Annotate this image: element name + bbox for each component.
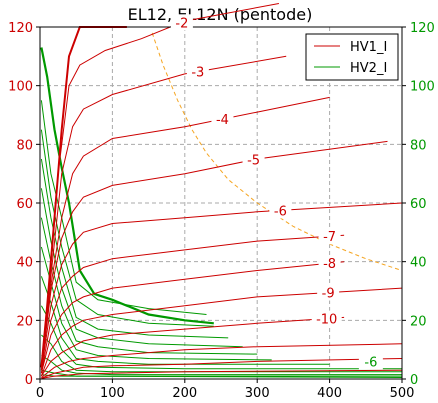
- y-right-tick-label-6: 120: [410, 21, 435, 36]
- hv2-curve-9: [41, 355, 402, 376]
- curve-label-hv1-8: -9: [322, 287, 335, 302]
- hv1-curve-4: [40, 140, 388, 371]
- x-tick-label-4: 400: [317, 386, 342, 401]
- hv1-curve-11: [41, 358, 403, 379]
- hv1-curve-7: [40, 261, 345, 374]
- hv1-curve-10: [41, 343, 403, 378]
- curve-label-bg: [170, 14, 193, 31]
- x-tick-label-2: 200: [172, 386, 197, 401]
- curve-label-hv1-3: -4: [216, 113, 229, 128]
- hv2-curve-6: [40, 276, 330, 365]
- x-tick-label-0: 0: [36, 386, 44, 401]
- y-left-tick-label-6: 120: [8, 21, 33, 36]
- hv2-curve-7: [40, 305, 402, 370]
- curve-label-bg: [269, 202, 292, 219]
- dissipation-curve-group: [151, 32, 403, 271]
- y-left-tick-label-5: 100: [8, 80, 33, 95]
- hv2-curve-1: [40, 129, 214, 327]
- hv2-curve-0: [40, 100, 207, 315]
- hv2-curve-10: [41, 369, 402, 377]
- curve-label-bg: [358, 353, 383, 370]
- hv2-curve-3: [40, 188, 243, 348]
- y-left-tick-label-2: 40: [16, 256, 33, 271]
- legend: HV1_I HV2_I: [305, 33, 399, 81]
- curve-labels: -2 -3 -4 -5 -6 -7 -8 -9 -10 -6: [170, 14, 383, 370]
- curve-label-bg: [318, 255, 341, 272]
- curve-label-hv1-6: -7: [323, 230, 336, 245]
- y-right-tick-label-3: 60: [410, 197, 427, 212]
- axis-ticks: 0 100 200 300 400 500020406080100120020406080…: [8, 21, 435, 401]
- hv2-curve-2: [40, 158, 229, 339]
- curve-label-bg: [242, 151, 265, 168]
- x-tick-label-5: 500: [390, 386, 415, 401]
- y-right-tick-label-2: 40: [410, 256, 427, 271]
- curve-label-hv1-7: -8: [323, 257, 336, 272]
- y-right-tick-label-1: 20: [410, 314, 427, 329]
- dissipation-curve: [151, 32, 403, 271]
- y-right-tick-label-5: 100: [410, 80, 435, 95]
- curve-label-bg: [211, 111, 234, 128]
- curve-label-hv1-5: -6: [274, 204, 287, 219]
- curve-label-hv1-9: -10: [316, 313, 337, 328]
- hv1-curve-5: [40, 202, 403, 371]
- legend-label-hv2: HV2_I: [350, 61, 387, 76]
- x-tick-label-1: 100: [100, 386, 125, 401]
- y-right-tick-label-4: 80: [410, 138, 427, 153]
- hv1-curve-2: [40, 55, 287, 368]
- curve-label-bg: [318, 228, 341, 245]
- curve-label-bg: [186, 63, 209, 80]
- legend-box: [305, 33, 399, 81]
- y-left-tick-label-1: 20: [16, 314, 33, 329]
- curve-label-hv1-4: -5: [247, 154, 260, 169]
- y-left-tick-label-3: 60: [16, 197, 33, 212]
- curve-label-bg: [311, 310, 342, 327]
- y-left-tick-label-0: 0: [25, 373, 33, 388]
- curve-label-bg: [317, 284, 340, 301]
- hv1-curve-9: [40, 316, 345, 377]
- legend-label-hv1: HV1_I: [350, 40, 387, 55]
- curve-label-hv2: -6: [364, 355, 377, 370]
- hv1-curve-12: [41, 369, 403, 379]
- y-right-tick-label-0: 0: [410, 373, 418, 388]
- x-tick-label-3: 300: [245, 386, 270, 401]
- hv1-curve-8: [40, 287, 403, 377]
- curve-label-hv1-1: -2: [175, 16, 188, 31]
- hv1-curve-6: [40, 234, 345, 374]
- y-left-tick-label-4: 80: [16, 138, 33, 153]
- curve-label-hv1-2: -3: [191, 66, 204, 81]
